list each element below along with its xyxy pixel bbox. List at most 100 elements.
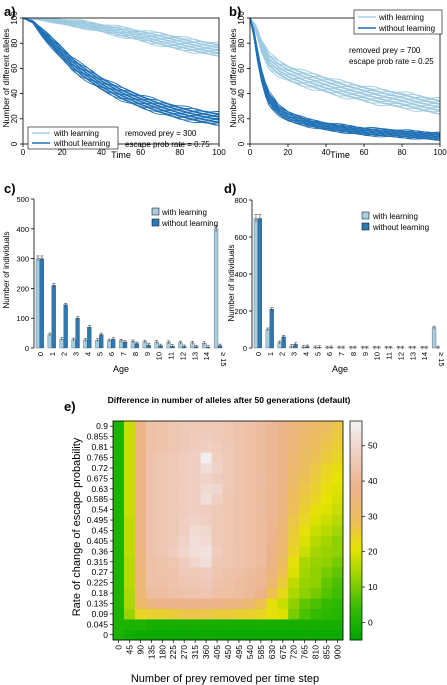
panel-e-cell-3-1: [123, 598, 136, 610]
panel-e-cell-14-15: [277, 483, 289, 495]
panel-e-cell-0-20: [332, 629, 344, 641]
panel-e-cell-7-7: [189, 556, 201, 568]
panel-e-cell-20-20: [332, 421, 344, 432]
panel-e-cell-20-16: [288, 421, 300, 432]
panel-e-colorbar-segment: [350, 459, 362, 464]
panel-e-cell-12-18: [310, 504, 322, 516]
panel-e-cell-20-0: [113, 421, 125, 432]
panel-e-ytick-label: 0.27: [91, 567, 108, 577]
panel-e-cell-9-4: [156, 535, 169, 547]
panel-e-cell-6-12: [244, 567, 256, 578]
panel-e-cell-8-19: [321, 546, 333, 557]
panel-e-cell-6-11: [233, 567, 245, 578]
panel-a-ytick-label: 80: [10, 38, 19, 47]
panel-e-xtick-label: 450: [223, 645, 233, 659]
panel-e-cell-4-18: [310, 587, 322, 599]
panel-e-colorbar-segment: [350, 541, 362, 546]
panel-e-colorbar-segment: [350, 565, 362, 570]
panel-a-ytick-label: 40: [10, 89, 19, 98]
panel-e-cell-6-19: [321, 567, 333, 578]
panel-e-cell-10-15: [277, 525, 289, 537]
panel-e-cell-14-3: [145, 483, 158, 495]
panel-e-colorbar-segment: [350, 519, 362, 524]
panel-e-xtick-label: 585: [256, 645, 266, 659]
panel-e-colorbar-segment: [350, 629, 362, 634]
panel-e-cell-19-9: [211, 431, 223, 443]
panel-e-cell-15-3: [145, 473, 158, 484]
panel-e-colorbar-segment: [350, 421, 362, 425]
panel-e-colorbar-segment: [350, 622, 362, 627]
panel-e-cell-7-4: [156, 556, 169, 568]
panel-e-cell-12-13: [255, 504, 267, 516]
panel-a-xlabel: Time: [111, 150, 131, 160]
panel-d-xtick-label: 4: [301, 352, 310, 356]
panel-e-colorbar-segment: [350, 449, 362, 454]
panel-e-cell-11-0: [113, 514, 125, 526]
panel-d-xtick-label: 1: [266, 352, 275, 356]
panel-e-colorbar-label: 20: [368, 547, 378, 557]
panel-b-label: b): [229, 4, 241, 19]
panel-e-cell-13-13: [255, 494, 267, 505]
panel-d-xtick-label: 14: [420, 352, 429, 360]
panel-e-cell-0-4: [156, 629, 169, 641]
panel-e-cell-11-10: [222, 514, 234, 526]
panel-e-cell-6-17: [299, 567, 311, 578]
panel-e-cell-3-19: [321, 598, 333, 610]
panel-e-cell-4-8: [200, 587, 212, 599]
panel-e-cell-13-4: [156, 494, 169, 505]
panel-e-cell-7-2: [134, 556, 147, 568]
panel-d-bar-with-1: [265, 329, 270, 349]
panel-c-xtick-label: 10: [155, 352, 164, 360]
panel-d-bar-without-1: [269, 308, 274, 349]
panel-e-cell-7-19: [321, 556, 333, 568]
panel-e-cell-0-10: [222, 629, 234, 641]
panel-a-line-without-3: [22, 17, 220, 123]
panel-e-cell-3-8: [200, 598, 212, 610]
panel-e-cell-0-13: [255, 629, 267, 641]
panel-c-legend-without: without learning: [161, 219, 218, 228]
panel-e-colorbar-label: 0: [368, 617, 373, 627]
panel-b-line-with-17: [249, 17, 441, 99]
panel-e-cell-12-9: [211, 504, 223, 516]
panel-e-colorbar-segment: [350, 516, 362, 521]
panel-e-cell-7-3: [145, 556, 158, 568]
panel-e-cell-18-11: [233, 441, 245, 453]
panel-e-cell-16-1: [123, 462, 136, 474]
panel-e-label: e): [64, 399, 76, 414]
panel-e-cell-3-7: [189, 598, 201, 610]
panel-e-cell-11-17: [299, 514, 311, 526]
panel-e-cell-18-15: [277, 441, 289, 453]
panel-e-cell-8-12: [244, 546, 256, 557]
panel-e-cell-8-4: [156, 546, 169, 557]
panel-e-cell-20-6: [178, 421, 190, 432]
panel-e-cell-10-3: [145, 525, 158, 537]
panel-e-cell-7-16: [288, 556, 300, 568]
panel-e-cell-5-14: [266, 577, 278, 589]
panel-e-cell-0-8: [200, 629, 212, 641]
panel-e-cell-2-0: [113, 608, 125, 620]
panel-c-ytick-label: 0: [25, 344, 29, 353]
panel-e-cell-20-19: [321, 421, 333, 432]
panel-b-xtick-label: 80: [398, 148, 407, 157]
panel-e-cell-11-9: [211, 514, 223, 526]
panel-d-ytick-label: 400: [234, 270, 247, 279]
panel-e-ytick-label: 0.495: [87, 515, 109, 525]
panel-a-xtick-label: 80: [175, 148, 184, 157]
panel-e-cell-4-10: [222, 587, 234, 599]
panel-b-line-with-3: [249, 17, 441, 111]
panel-a-legend-without: without learning: [53, 139, 110, 148]
panel-e-cell-17-12: [244, 452, 256, 464]
panel-e-cell-2-5: [167, 608, 180, 620]
panel-e-cell-15-10: [222, 473, 234, 484]
panel-e-cell-0-12: [244, 629, 256, 641]
panel-e-xtick-label: 405: [212, 645, 222, 659]
panel-e-cell-2-15: [277, 608, 289, 620]
panel-e-cell-11-16: [288, 514, 300, 526]
panel-e-colorbar-segment: [350, 558, 362, 563]
panel-e-cell-9-13: [255, 535, 267, 547]
panel-e-cell-18-14: [266, 441, 278, 453]
panel-e-cell-14-18: [310, 483, 322, 495]
panel-e-cell-9-2: [134, 535, 147, 547]
panel-b-line-without-2: [249, 17, 441, 140]
panel-e-cell-18-5: [167, 441, 180, 453]
